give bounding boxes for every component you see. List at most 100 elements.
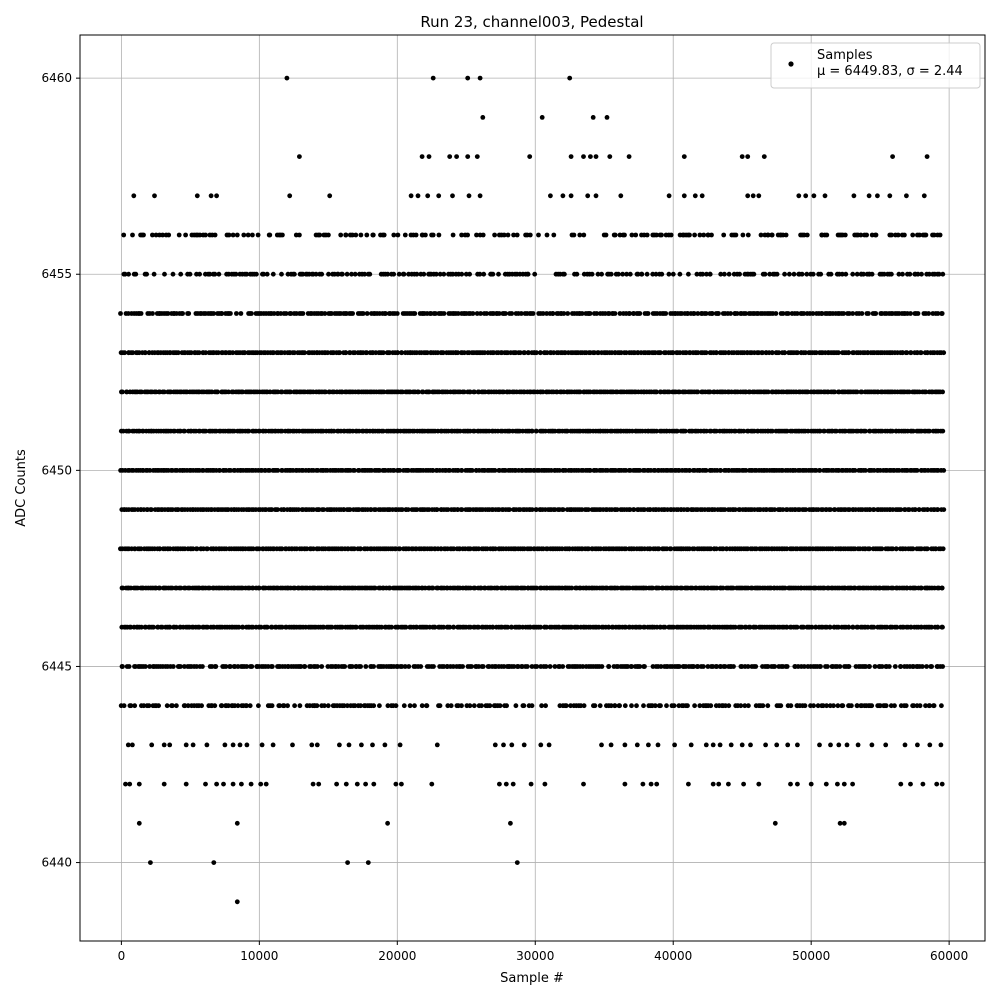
data-point: [879, 546, 885, 552]
data-point: [906, 507, 912, 512]
data-point: [269, 507, 275, 512]
data-point: [539, 115, 545, 120]
data-point: [902, 232, 907, 238]
data-point: [745, 232, 751, 238]
data-point: [804, 271, 810, 277]
data-point: [465, 154, 471, 160]
data-point: [687, 468, 692, 473]
data-point: [334, 781, 339, 787]
data-point: [340, 271, 345, 277]
data-point: [720, 585, 726, 591]
data-point: [791, 271, 797, 277]
data-point: [406, 664, 412, 669]
data-point: [529, 428, 535, 434]
data-point: [149, 742, 155, 748]
data-point: [234, 311, 239, 316]
data-point: [150, 311, 155, 316]
data-point: [700, 271, 705, 277]
data-point: [363, 664, 369, 669]
data-point: [544, 232, 550, 238]
data-point: [451, 624, 456, 630]
data-point: [399, 781, 404, 787]
data-point: [861, 271, 866, 277]
data-point: [242, 350, 248, 356]
plot-frame: [79, 34, 986, 942]
data-point: [143, 350, 148, 356]
data-point: [133, 271, 139, 277]
data-point: [567, 75, 573, 81]
data-point: [385, 703, 391, 709]
data-point: [415, 193, 421, 199]
data-point: [612, 232, 618, 238]
data-point: [166, 232, 172, 238]
data-point: [622, 232, 627, 238]
data-point: [459, 468, 465, 473]
data-point: [314, 703, 320, 709]
data-point: [918, 350, 924, 356]
data-point: [180, 311, 186, 316]
data-point: [847, 507, 852, 512]
data-point: [663, 311, 669, 316]
data-point: [603, 232, 609, 238]
data-point: [832, 507, 838, 512]
data-point: [622, 742, 628, 748]
data-point: [178, 664, 183, 669]
data-point: [182, 428, 188, 434]
data-point: [288, 311, 294, 316]
data-point: [221, 781, 226, 787]
data-point: [827, 624, 833, 630]
data-point: [753, 624, 759, 630]
data-point: [587, 468, 593, 473]
data-point: [292, 271, 297, 277]
data-point: [817, 468, 823, 473]
data-point: [508, 820, 513, 826]
data-point: [395, 232, 401, 238]
data-point: [397, 546, 403, 552]
data-point: [534, 585, 539, 591]
data-point: [617, 311, 623, 316]
data-point: [903, 703, 909, 709]
data-point: [674, 428, 680, 434]
data-point: [915, 271, 921, 277]
data-point: [741, 428, 747, 434]
data-point: [297, 232, 302, 238]
data-point: [281, 507, 287, 512]
data-point: [785, 311, 791, 316]
data-point: [178, 271, 184, 277]
x-tick-label: 10000: [240, 949, 278, 963]
legend-box: [770, 42, 981, 89]
data-point: [430, 75, 436, 81]
data-point: [450, 232, 456, 238]
data-point: [889, 232, 894, 238]
data-point: [214, 781, 220, 787]
data-point: [534, 350, 539, 356]
y-axis-label: ADC Counts: [14, 449, 29, 527]
data-point: [622, 703, 628, 709]
data-point: [544, 311, 550, 316]
data-point: [176, 232, 182, 238]
data-point: [577, 232, 583, 238]
data-point: [900, 350, 905, 356]
data-point: [249, 664, 255, 669]
data-point: [391, 232, 397, 238]
data-point: [842, 232, 848, 238]
data-point: [622, 781, 628, 787]
data-point: [510, 781, 516, 787]
data-point: [258, 624, 264, 630]
data-point: [753, 664, 759, 669]
data-point: [936, 271, 942, 277]
data-point: [477, 75, 483, 81]
data-point: [722, 271, 727, 277]
data-point: [548, 193, 553, 199]
data-point: [292, 703, 297, 709]
data-point: [467, 389, 473, 395]
data-point: [919, 271, 924, 277]
data-point: [353, 232, 359, 238]
data-point: [863, 428, 868, 434]
data-point: [616, 271, 621, 277]
data-point: [788, 781, 793, 787]
data-point: [445, 507, 451, 512]
data-point: [795, 781, 800, 787]
data-point: [908, 311, 913, 316]
data-point: [481, 271, 487, 277]
